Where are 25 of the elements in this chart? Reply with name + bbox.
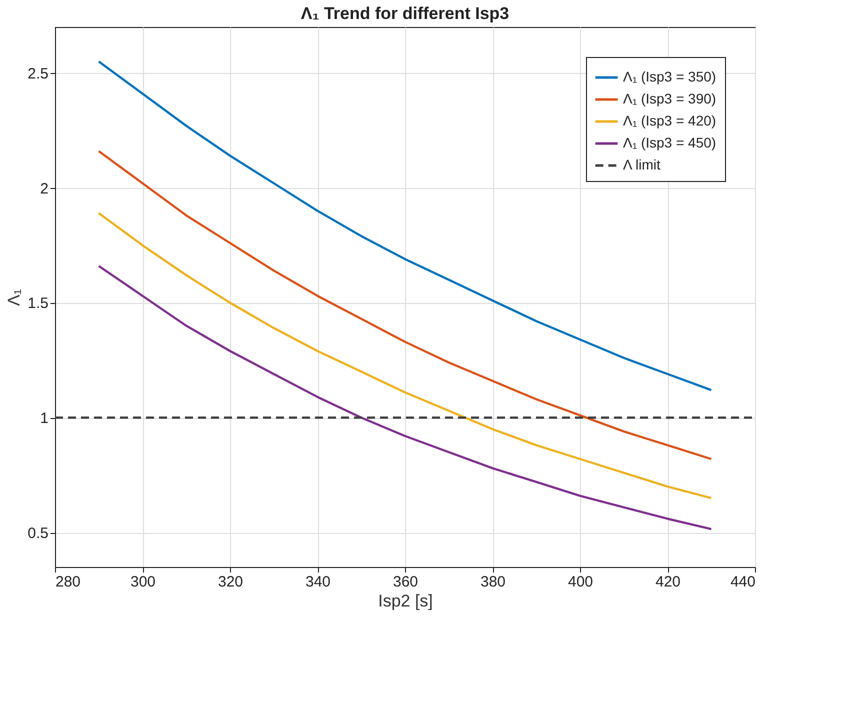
y-tick-label: 1.5: [28, 295, 48, 312]
x-tick-label: 280: [56, 574, 81, 590]
y-tick-label: 2.5: [28, 65, 48, 82]
x-tick-label: 380: [480, 574, 506, 590]
x-tick-label: 300: [130, 574, 156, 590]
y-tick-label: 1: [40, 410, 48, 428]
chart-title: Λ₁ Trend for different Isp3: [300, 4, 510, 23]
y-axis-title: Λ₁: [4, 288, 24, 306]
x-axis-title: Isp2 [s]: [378, 592, 433, 610]
legend-label: Λ limit: [623, 156, 660, 172]
legend-label: Λ₁ (Isp3 = 390): [623, 90, 716, 106]
line-series: [98, 150, 712, 460]
y-tick-label: 0.5: [28, 525, 48, 542]
legend-label: Λ₁ (Isp3 = 450): [623, 134, 716, 150]
x-tick-label: 400: [568, 574, 594, 590]
x-tick-label: 420: [655, 574, 681, 590]
x-tick-label: 320: [218, 574, 244, 590]
line-series: [98, 212, 712, 500]
x-tick-label: 340: [305, 574, 331, 590]
x-tick-label: 440: [730, 574, 756, 590]
y-tick-label: 2: [40, 180, 48, 198]
legend-label: Λ₁ (Isp3 = 420): [623, 112, 716, 128]
legend-label: Λ₁ (Isp3 = 350): [623, 68, 716, 84]
line-series: [98, 264, 712, 530]
x-tick-label: 360: [392, 574, 418, 590]
